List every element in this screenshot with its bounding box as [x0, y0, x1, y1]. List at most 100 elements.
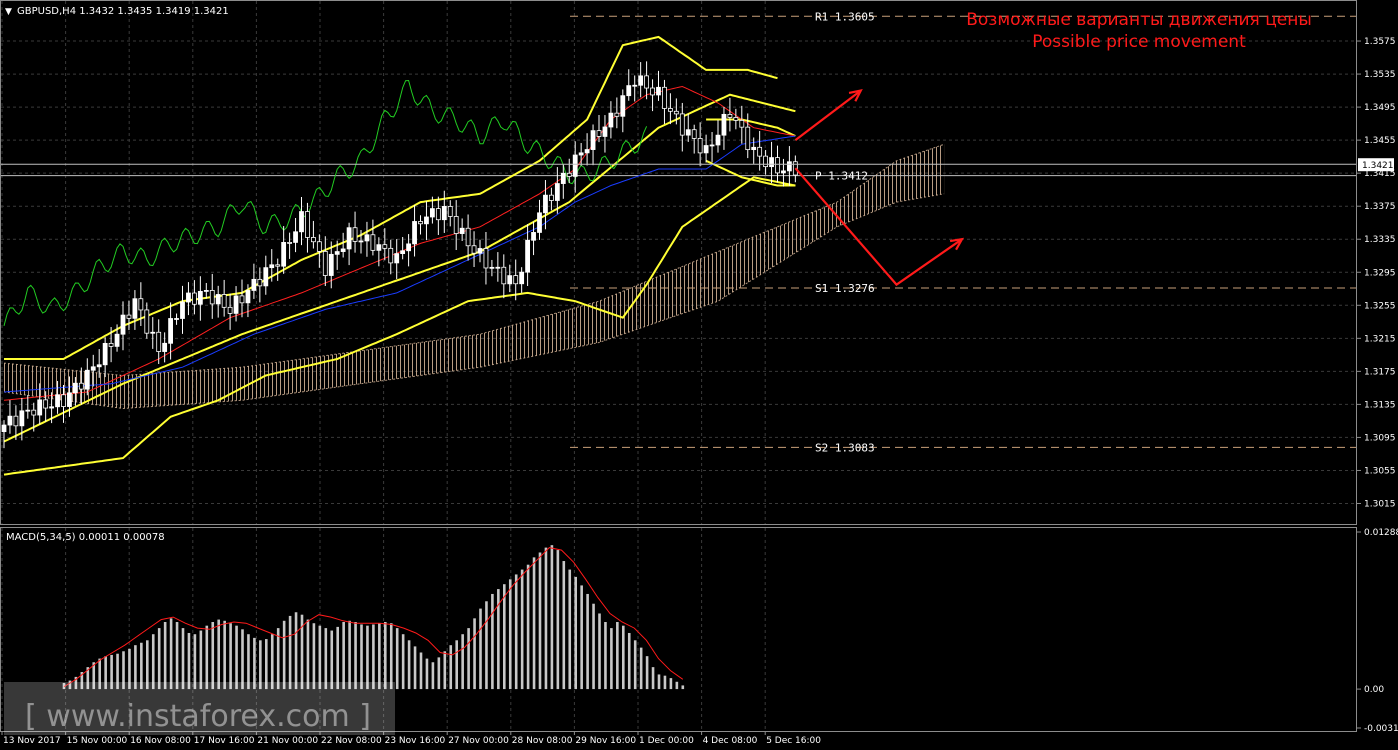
candle-bull — [132, 298, 138, 319]
candle-bull — [233, 295, 239, 314]
candle-bear — [739, 119, 745, 128]
macd-bar — [74, 676, 78, 690]
candle-bear — [418, 221, 423, 225]
grid — [1, 1, 1356, 731]
macd-histogram — [62, 545, 685, 690]
macd-bar — [598, 613, 601, 690]
y-tick-label: 1.3575 — [1364, 37, 1396, 47]
y-tick-label: 1.3335 — [1364, 235, 1396, 245]
candle-bear — [13, 415, 19, 427]
macd-y-tick-label: 0.01288 — [1364, 528, 1398, 538]
candle-bear — [221, 294, 227, 308]
macd-bar — [360, 624, 363, 690]
candle-bear — [679, 113, 685, 136]
candle-bull — [120, 314, 126, 335]
pivot-label-S2: S2 1.3083 — [815, 441, 875, 454]
macd-panel-frame — [0, 527, 1357, 732]
macd-bar — [253, 637, 256, 690]
candle-bear — [513, 275, 519, 285]
macd-bar — [538, 552, 542, 690]
macd-bar — [550, 545, 554, 690]
candle-bull — [429, 208, 435, 218]
candle-bull — [174, 318, 179, 320]
macd-bar — [116, 653, 119, 690]
macd-bar — [610, 628, 613, 690]
candle-bull — [197, 290, 203, 305]
bollinger_lower-line — [3, 176, 796, 476]
ichimoku-cloud — [3, 143, 945, 410]
macd-bar — [372, 624, 375, 690]
macd-bar — [259, 640, 262, 690]
macd-bar — [479, 608, 482, 690]
macd-bar — [229, 623, 232, 690]
candle-bear — [305, 211, 310, 238]
candle-bull — [608, 112, 614, 128]
candle-bull — [489, 266, 495, 269]
macd-bar — [622, 625, 625, 690]
macd-bar — [503, 584, 506, 690]
candle-bull — [162, 342, 168, 352]
macd-bar — [342, 622, 345, 690]
macd-bar — [80, 672, 84, 690]
macd-bar — [669, 678, 673, 690]
macd-bar — [86, 667, 90, 690]
candle-bear — [144, 309, 150, 334]
candle-bull — [507, 275, 513, 285]
macd-bar — [122, 651, 125, 690]
candle-bull — [400, 250, 406, 255]
macd-bar — [211, 622, 215, 690]
candle-bull — [394, 253, 400, 264]
candle-bear — [78, 382, 84, 390]
candle-bear — [465, 227, 471, 247]
macd-bar — [562, 561, 566, 690]
candle-bull — [554, 183, 560, 201]
macd-bar — [235, 625, 238, 690]
candle-bear — [727, 113, 733, 118]
macd-bar — [366, 625, 369, 690]
macd-bar — [437, 657, 441, 690]
candle-bull — [519, 271, 525, 285]
pivot-label-S1: S1 1.3276 — [815, 282, 875, 295]
macd-bar — [98, 658, 101, 690]
y-tick-label: 1.3135 — [1364, 400, 1396, 410]
candle-bear — [697, 137, 703, 154]
projection-arrowhead — [848, 89, 863, 102]
macd-bar — [532, 557, 536, 690]
watermark: [ www.instaforex.com ] — [25, 699, 371, 734]
candle-bear — [644, 75, 649, 89]
candle-bull — [751, 146, 757, 151]
macd-bar — [508, 579, 512, 690]
macd-bar — [223, 620, 226, 690]
projection-path-0 — [794, 89, 862, 141]
macd-bar — [384, 622, 387, 690]
candle-bear — [382, 244, 388, 249]
x-tick-label: 17 Nov 16:00 — [194, 736, 255, 746]
macd-bar — [104, 656, 107, 690]
axes: 1.3575 1.3535 1.3495 1.3455 1.3415 1.3375 1.33… — [1, 37, 1398, 746]
macd-bar — [157, 628, 161, 690]
candle-bear — [483, 248, 489, 269]
macd-bar — [181, 628, 185, 690]
macd-bar — [592, 603, 595, 690]
macd-bar — [348, 620, 351, 690]
macd-bar — [651, 667, 655, 690]
macd-bar — [205, 625, 209, 690]
kijun_sen-line — [3, 135, 796, 393]
candle-bull — [477, 248, 483, 254]
candle-bull — [263, 267, 269, 287]
macd-bar — [616, 622, 619, 690]
macd-bar — [175, 622, 179, 690]
candle-bear — [310, 237, 316, 243]
macd-y-tick-label: 0.00 — [1364, 685, 1384, 695]
candle-bear — [316, 241, 322, 252]
candle-bull — [19, 410, 25, 427]
candle-bull — [293, 231, 298, 243]
candle-bull — [537, 212, 542, 233]
chart-dropdown-icon[interactable]: ▼ — [5, 7, 12, 17]
candle-bull — [1, 424, 7, 433]
candle-bear — [43, 399, 49, 409]
macd-bar — [645, 656, 649, 690]
candle-bear — [668, 108, 673, 112]
macd-y-tick-label: -0.00319 — [1364, 724, 1398, 734]
bollinger_upper-line — [4, 35, 778, 360]
